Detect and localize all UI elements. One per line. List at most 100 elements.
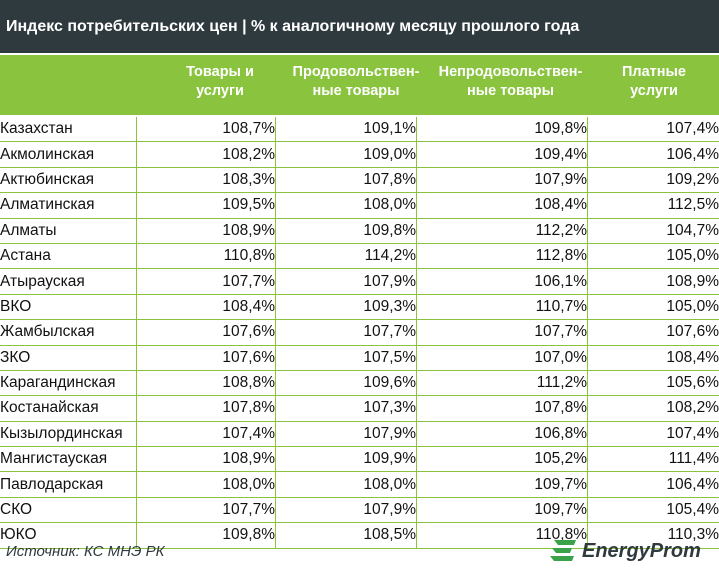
food-cell: 109,1% — [275, 117, 417, 143]
table-row: Мангистауская 108,9% 109,9% 105,2% 111,4% — [0, 446, 719, 473]
non-food-cell: 108,4% — [416, 192, 588, 219]
non-food-cell: 105,2% — [416, 446, 588, 473]
non-food-cell: 109,7% — [416, 471, 588, 498]
cpi-table-body: Казахстан 108,7% 109,1% 109,8% 107,4% Акмолин… — [0, 117, 719, 549]
non-food-cell: 107,7% — [416, 319, 588, 346]
non-food-cell: 107,0% — [416, 345, 588, 371]
table-row: ВКО 108,4% 109,3% 110,7% 105,0% — [0, 294, 719, 321]
goods-services-cell: 108,8% — [136, 370, 276, 397]
food-cell: 109,6% — [275, 370, 417, 397]
cpi-table: Казахстан 108,7% 109,1% 109,8% 107,4% Акмолин… — [0, 117, 719, 549]
paid-services-cell: 107,4% — [587, 421, 719, 448]
region-cell: Жамбылская — [0, 319, 137, 346]
goods-services-cell: 107,7% — [136, 268, 276, 295]
food-cell: 107,9% — [275, 421, 417, 448]
goods-services-cell: 108,9% — [136, 218, 276, 244]
goods-services-cell: 108,3% — [136, 167, 276, 194]
paid-services-cell: 105,0% — [587, 243, 719, 270]
region-cell: СКО — [0, 497, 137, 524]
table-row: Павлодарская 108,0% 108,0% 109,7% 106,4% — [0, 471, 719, 498]
table-row: Жамбылская 107,6% 107,7% 107,7% 107,6% — [0, 319, 719, 346]
paid-services-cell: 108,9% — [587, 268, 719, 295]
non-food-cell: 109,8% — [416, 117, 588, 143]
food-cell: 107,8% — [275, 167, 417, 194]
paid-services-cell: 105,0% — [587, 294, 719, 321]
region-cell: Карагандинская — [0, 370, 137, 397]
energyprom-logo: EnergyProm — [548, 538, 701, 564]
non-food-cell: 109,4% — [416, 141, 588, 168]
column-header-row: Товары и услуги Продовольствен- ные това… — [0, 55, 719, 115]
table-row: Алматинская 109,5% 108,0% 108,4% 112,5% — [0, 192, 719, 219]
table-row: ЮКО 109,8% 108,5% 110,8% 110,3% — [0, 522, 719, 549]
paid-services-cell: 108,4% — [587, 345, 719, 371]
column-header-non-food: Непродовольствен- ные товары — [438, 64, 583, 99]
region-cell: Алматинская — [0, 192, 137, 219]
logo-text: EnergyProm — [582, 539, 701, 562]
paid-services-cell: 107,6% — [587, 319, 719, 346]
goods-services-cell: 108,0% — [136, 471, 276, 498]
food-cell: 108,0% — [275, 471, 417, 498]
food-cell: 107,3% — [275, 395, 417, 422]
food-cell: 107,9% — [275, 268, 417, 295]
region-cell: Костанайская — [0, 395, 137, 422]
logo-mark-icon — [550, 540, 576, 561]
table-row: Алматы 108,9% 109,8% 112,2% 104,7% — [0, 218, 719, 244]
source-note: Источник: КС МНЭ РК — [6, 543, 165, 560]
table-row: Кызылординская 107,4% 107,9% 106,8% 107,4% — [0, 421, 719, 448]
goods-services-cell: 109,8% — [136, 522, 276, 549]
food-cell: 108,5% — [275, 522, 417, 549]
column-header-goods-services: Товары и услуги — [186, 64, 254, 99]
goods-services-cell: 110,8% — [136, 243, 276, 270]
title-bar: Индекс потребительских цен | % к аналоги… — [0, 0, 719, 53]
table-title: Индекс потребительских цен | % к аналоги… — [6, 17, 580, 35]
paid-services-cell: 105,6% — [587, 370, 719, 397]
goods-services-cell: 108,9% — [136, 446, 276, 473]
paid-services-cell: 110,3% — [587, 522, 719, 549]
table-row: Карагандинская 108,8% 109,6% 111,2% 105,6% — [0, 370, 719, 397]
food-cell: 114,2% — [275, 243, 417, 270]
goods-services-cell: 107,7% — [136, 497, 276, 524]
table-row: Астана 110,8% 114,2% 112,8% 105,0% — [0, 243, 719, 270]
non-food-cell: 112,8% — [416, 243, 588, 270]
region-cell: Акмолинская — [0, 141, 137, 168]
paid-services-cell: 112,5% — [587, 192, 719, 219]
table-row: Казахстан 108,7% 109,1% 109,8% 107,4% — [0, 117, 719, 143]
food-cell: 107,9% — [275, 497, 417, 524]
goods-services-cell: 107,8% — [136, 395, 276, 422]
paid-services-cell: 107,4% — [587, 117, 719, 143]
non-food-cell: 112,2% — [416, 218, 588, 244]
region-cell: Актюбинская — [0, 167, 137, 194]
table-row: Актюбинская 108,3% 107,8% 107,9% 109,2% — [0, 167, 719, 194]
paid-services-cell: 106,4% — [587, 141, 719, 168]
goods-services-cell: 108,7% — [136, 117, 276, 143]
region-cell: Алматы — [0, 218, 137, 244]
food-cell: 107,5% — [275, 345, 417, 371]
table-row: Акмолинская 108,2% 109,0% 109,4% 106,4% — [0, 141, 719, 168]
region-cell: Павлодарская — [0, 471, 137, 498]
region-cell: ЮКО — [0, 522, 137, 549]
table-row: Костанайская 107,8% 107,3% 107,8% 108,2% — [0, 395, 719, 422]
food-cell: 109,9% — [275, 446, 417, 473]
non-food-cell: 110,7% — [416, 294, 588, 321]
goods-services-cell: 107,6% — [136, 319, 276, 346]
table-row: Атырауская 107,7% 107,9% 106,1% 108,9% — [0, 268, 719, 295]
food-cell: 109,8% — [275, 218, 417, 244]
goods-services-cell: 108,2% — [136, 141, 276, 168]
goods-services-cell: 108,4% — [136, 294, 276, 321]
non-food-cell: 106,8% — [416, 421, 588, 448]
paid-services-cell: 108,2% — [587, 395, 719, 422]
paid-services-cell: 109,2% — [587, 167, 719, 194]
region-cell: Мангистауская — [0, 446, 137, 473]
paid-services-cell: 105,4% — [587, 497, 719, 524]
column-header-food: Продовольствен- ные товары — [292, 64, 420, 99]
region-cell: Астана — [0, 243, 137, 270]
paid-services-cell: 104,7% — [587, 218, 719, 244]
food-cell: 108,0% — [275, 192, 417, 219]
region-cell: ВКО — [0, 294, 137, 321]
goods-services-cell: 109,5% — [136, 192, 276, 219]
region-cell: Атырауская — [0, 268, 137, 295]
non-food-cell: 107,9% — [416, 167, 588, 194]
non-food-cell: 109,7% — [416, 497, 588, 524]
non-food-cell: 111,2% — [416, 370, 588, 397]
table-row: ЗКО 107,6% 107,5% 107,0% 108,4% — [0, 345, 719, 371]
